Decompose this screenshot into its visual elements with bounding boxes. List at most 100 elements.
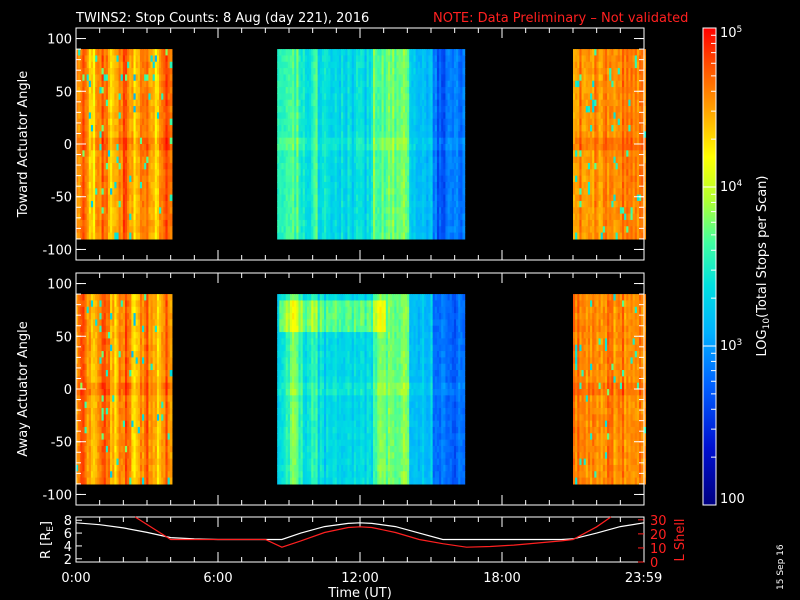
heatmap-cell: [161, 118, 164, 126]
heatmap-cell: [156, 200, 160, 208]
heatmap-cell: [419, 207, 423, 215]
heatmap-cell: [602, 188, 606, 196]
heatmap-cell: [462, 169, 466, 177]
heatmap-cell: [396, 118, 400, 126]
heatmap-cell: [152, 162, 156, 170]
heatmap-cell: [86, 150, 90, 158]
heatmap-cell: [95, 61, 98, 69]
heatmap-cell: [95, 175, 98, 183]
heatmap-cell: [366, 162, 370, 170]
heatmap-cell: [137, 93, 141, 101]
heatmap-cell: [287, 87, 291, 94]
heatmap-cell: [426, 226, 429, 234]
heatmap-cell: [332, 150, 336, 158]
heatmap-cell: [334, 80, 338, 88]
heatmap-cell: [80, 68, 83, 75]
heatmap-cell: [313, 87, 317, 94]
heatmap-cell: [445, 156, 449, 164]
heatmap-cell: [118, 194, 122, 202]
heatmap-cell: [84, 194, 88, 202]
heatmap-cell: [277, 162, 280, 170]
heatmap-cell: [583, 137, 587, 145]
heatmap-cell: [287, 226, 291, 234]
heatmap-cell: [585, 181, 589, 189]
heatmap-cell: [131, 74, 135, 82]
heatmap-cell: [581, 207, 585, 215]
heatmap-cell: [133, 207, 137, 215]
heatmap-cell: [292, 200, 295, 208]
heatmap-cell: [90, 200, 94, 208]
heatmap-cell: [362, 137, 366, 145]
heatmap-cell: [451, 74, 455, 82]
heatmap-cell: [84, 137, 88, 145]
heatmap-cell: [415, 188, 419, 196]
heatmap-cell: [343, 125, 346, 132]
heatmap-cell: [362, 200, 366, 208]
heatmap-cell: [575, 207, 578, 215]
heatmap-cell: [139, 112, 143, 120]
heatmap-cell: [144, 144, 147, 151]
heatmap-cell: [287, 68, 291, 75]
heatmap-cell: [139, 169, 143, 177]
heatmap-cell: [417, 213, 421, 221]
heatmap-cell: [296, 87, 300, 94]
heatmap-cell: [445, 232, 449, 240]
heatmap-cell: [105, 213, 109, 221]
heatmap-cell: [154, 207, 158, 215]
heatmap-cell: [385, 188, 389, 196]
heatmap-cell: [362, 188, 366, 196]
heatmap-cell: [364, 194, 368, 202]
heatmap-cell: [436, 61, 440, 69]
heatmap-cell: [441, 61, 444, 69]
heatmap-cell: [366, 68, 370, 75]
heatmap-cell: [315, 181, 319, 189]
heatmap-cell: [120, 61, 124, 69]
heatmap-cell: [598, 188, 602, 196]
heatmap-cell: [165, 181, 169, 189]
heatmap-cell: [366, 80, 370, 88]
heatmap-cell: [615, 162, 619, 170]
heatmap-cell: [366, 112, 370, 120]
heatmap-cell: [148, 131, 152, 139]
heatmap-cell: [624, 68, 627, 75]
heatmap-cell: [360, 181, 363, 189]
heatmap-cell: [373, 80, 376, 88]
heatmap-cell: [93, 213, 96, 221]
heatmap-cell: [321, 232, 325, 240]
heatmap-cell: [97, 162, 101, 170]
heatmap-cell: [381, 144, 385, 151]
heatmap-cell: [154, 213, 158, 221]
heatmap-cell: [396, 131, 400, 139]
heatmap-cell: [131, 49, 135, 57]
heatmap-cell: [328, 68, 332, 75]
heatmap-cell: [156, 137, 160, 145]
heatmap-cell: [161, 49, 164, 57]
heatmap-cell: [101, 226, 105, 234]
heatmap-cell: [583, 99, 587, 107]
heatmap-cell: [296, 55, 300, 63]
heatmap-cell: [636, 112, 640, 120]
heatmap-cell: [163, 137, 167, 145]
heatmap-cell: [422, 150, 425, 158]
heatmap-cell: [95, 80, 98, 88]
heatmap-cell: [148, 150, 152, 158]
heatmap-cell: [443, 194, 447, 202]
heatmap-cell: [426, 112, 429, 120]
heatmap-cell: [377, 156, 381, 164]
heatmap-cell: [366, 219, 370, 227]
heatmap-cell: [76, 112, 79, 120]
heatmap-cell: [298, 118, 302, 126]
heatmap-cell: [383, 80, 387, 88]
heatmap-cell: [579, 68, 583, 75]
heatmap-cell: [289, 112, 293, 120]
heatmap-cell: [362, 106, 366, 113]
heatmap-cell: [639, 144, 642, 151]
heatmap-cell: [609, 226, 612, 234]
heatmap-cell: [298, 106, 302, 113]
heatmap-cell: [458, 106, 461, 113]
heatmap-cell: [311, 55, 314, 63]
heatmap-cell: [581, 125, 585, 132]
heatmap-cell: [336, 93, 340, 101]
heatmap-cell: [142, 112, 145, 120]
heatmap-cell: [300, 188, 304, 196]
